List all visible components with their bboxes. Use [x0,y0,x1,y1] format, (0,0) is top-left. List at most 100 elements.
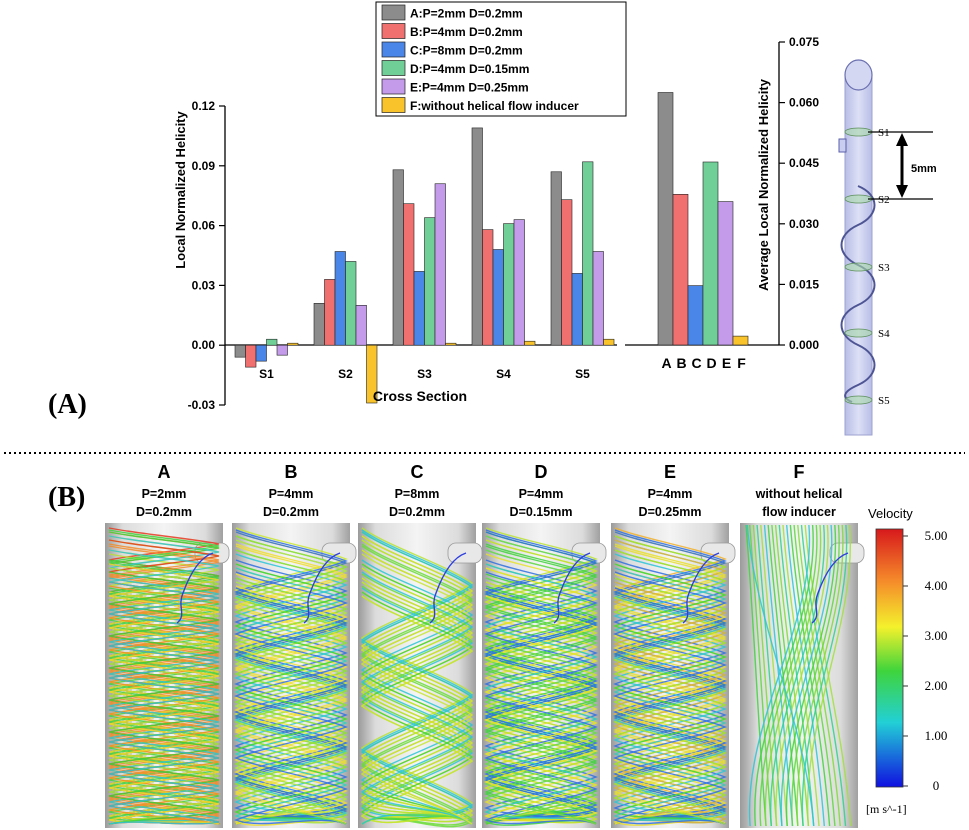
arrow-head-up-icon [896,133,908,146]
bar-s3-b [403,203,415,346]
streamline [613,563,727,825]
streamline [613,571,727,825]
avg-bar-c [687,285,704,346]
bar-s5-d [582,161,594,346]
streamline [234,543,348,824]
streamline [484,563,598,825]
case-letter: E [664,462,676,482]
streamline [360,581,474,825]
bar-s5-e [592,251,604,346]
streamline [360,585,474,825]
bar-s2-e [355,305,367,346]
streamline [108,543,220,825]
bar-s4-d [503,223,515,346]
streamline [756,524,783,827]
legend-label-e: E:P=4mm D=0.25mm [410,81,529,95]
bar-s5-c [571,273,583,346]
chart1-x-axis-label: Cross Section [373,388,467,404]
bar-s5-b [561,199,573,346]
case-letter: F [794,462,805,482]
case-letter: D [535,462,548,482]
legend-swatch-d [381,60,406,76]
chart1-y-tick-label: 0.06 [192,219,216,233]
case-letter: B [285,462,298,482]
bar-s3-e [434,183,446,346]
streamline [360,545,474,828]
streamline [108,591,220,825]
streamline-panel-b: B P=4mm D=0.2mm [232,462,357,828]
section-label-s5: S5 [878,395,890,407]
chart1-y-tick-label: 0.00 [192,338,216,352]
local-helicity-chart: -0.03 0.00 0.03 0.06 0.09 0.12 S1 S2 S3 S4 S5 Cro… [173,99,617,412]
helix-schematic: S1 S2 S3 S4 S5 5mm [838,59,937,436]
case-param-line1: P=4mm [269,487,314,501]
streamline [360,543,474,826]
streamline [613,535,727,825]
streamline [782,524,820,827]
bar-s1-d [266,338,278,346]
streamline [360,567,474,825]
streamline [234,559,348,825]
colorbar-tick-label: 4.00 [925,578,948,593]
dimension-label: 5mm [911,163,937,175]
streamline [360,577,474,825]
bar-s4-e [513,219,525,346]
case-param-line1: without helical [755,487,843,501]
streamline [613,573,727,826]
streamline [613,553,727,825]
case-param-line1: P=8mm [395,487,440,501]
avg-bar-f [732,335,749,346]
avg-bar-e [717,201,734,346]
bar-s3-c [413,271,425,346]
streamline [804,524,852,827]
streamline [484,529,598,825]
streamline [797,524,841,827]
bar-s5-f [603,338,615,346]
side-inlet [838,138,847,153]
velocity-colorbar: Velocity 5.00 4.00 3.00 2.00 1.00 0 [m s^-1] [866,506,947,816]
streamline [754,524,814,827]
bar-s2-d [345,261,357,346]
legend: A:P=2mm D=0.2mm B:P=4mm D=0.2mm C:P=8mm D=… [375,1,627,117]
streamline-panel-e: E P=4mm D=0.25mm [611,462,736,828]
legend-label-c: C:P=8mm D=0.2mm [410,44,523,58]
chart2-y-tick-label: 0.015 [789,277,819,291]
streamline [775,524,829,827]
streamline [484,559,598,825]
inlet-swirl [553,552,591,624]
streamline [484,543,598,824]
streamline [800,524,847,827]
case-letter: C [411,462,424,482]
streamline [234,573,348,826]
chart1-x-tick-label: S5 [575,367,590,381]
streamline [484,539,598,825]
legend-swatch-c [381,41,406,58]
colorbar-tick-label: 1.00 [925,728,948,743]
streamline-panel-c: C P=8mm D=0.2mm [358,462,483,828]
streamline [108,567,220,825]
streamline-panel-d: D P=4mm D=0.15mm [482,462,607,828]
panel-label-b: (B) [48,482,85,513]
avg-bar-d [702,161,719,346]
case-param-line1: P=2mm [142,487,187,501]
bar-s2-f [366,344,378,404]
chart2-y-tick-label: 0.075 [789,35,819,49]
legend-label-b: B:P=4mm D=0.2mm [410,25,523,39]
chart2-x-tick-label: C [691,355,701,371]
bar-s3-d [424,217,436,346]
streamline [360,553,474,825]
chart1-x-tick-label: S3 [417,367,432,381]
streamline [360,595,474,825]
streamline [234,529,348,825]
streamline [760,524,788,827]
streamline [360,549,474,825]
chart1-y-tick-label: -0.03 [188,398,216,412]
inlet-swirl [682,552,720,624]
section-label-s3: S3 [878,262,890,274]
streamline [360,527,474,825]
bar-s2-c [334,251,346,346]
streamline [234,567,348,825]
chart1-x-tick-label: S4 [496,367,511,381]
